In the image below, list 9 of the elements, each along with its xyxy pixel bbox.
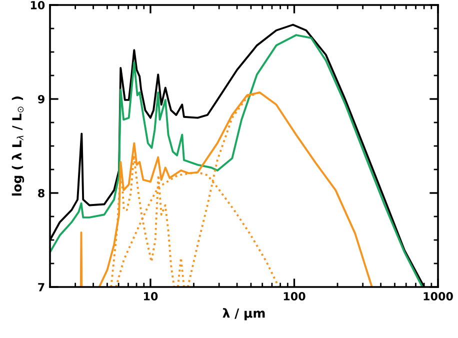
y-tick-label: 7 <box>38 283 44 292</box>
y-tick-label: 8 <box>38 188 44 198</box>
x-axis-title: λ / μm <box>222 308 265 320</box>
x-tick-label: 1000 <box>424 292 453 300</box>
x-tick-label: 10 <box>144 292 158 300</box>
y-axis-title: log ( λ L$_{λ}$ / L$_{⊙}$ ) <box>12 96 24 196</box>
y-tick-label: 9 <box>38 94 44 104</box>
y-tick-label: 10 <box>30 0 45 10</box>
x-tick-label: 100 <box>284 292 306 300</box>
